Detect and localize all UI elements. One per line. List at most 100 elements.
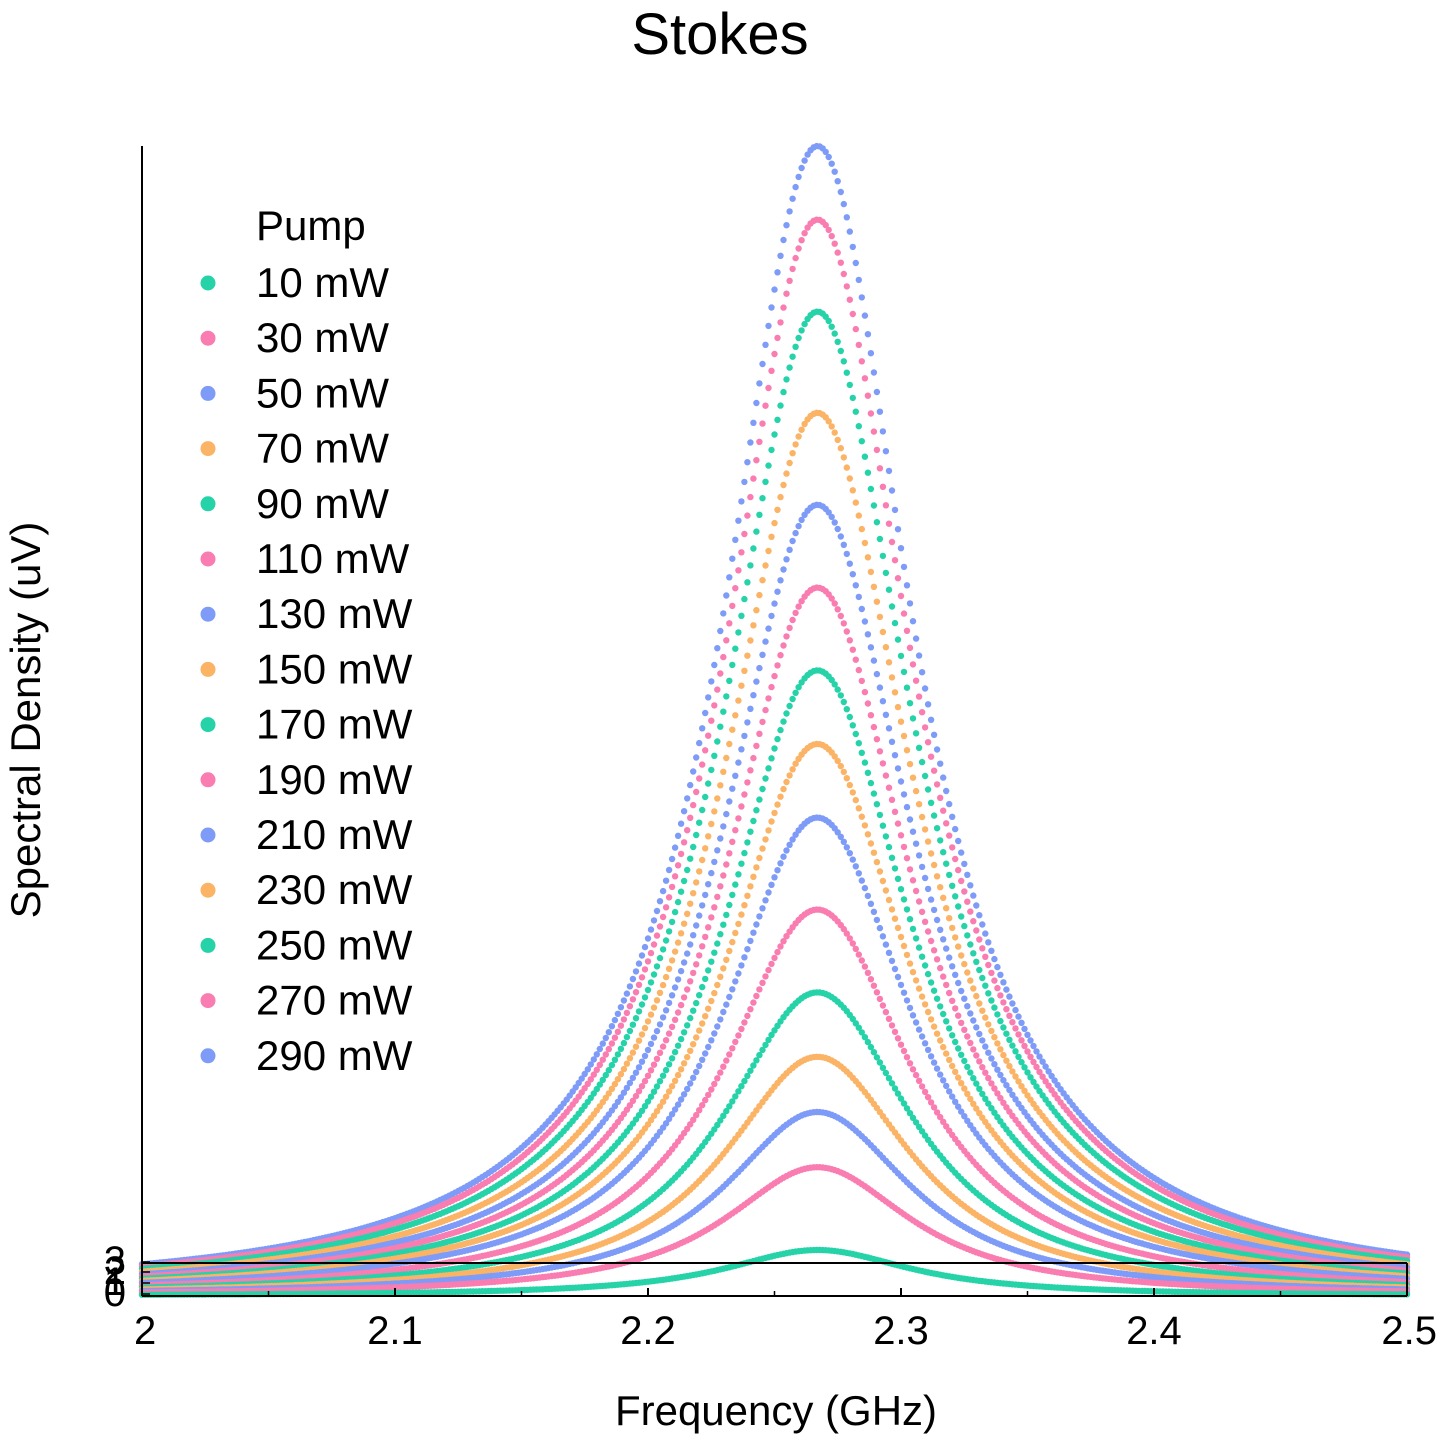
data-point [641, 994, 649, 1001]
data-point [940, 1118, 947, 1126]
data-point [693, 1111, 700, 1119]
data-point [677, 930, 685, 937]
data-point [991, 955, 998, 963]
data-point [768, 683, 775, 691]
data-point [726, 1103, 733, 1110]
data-point [690, 932, 697, 939]
data-point [732, 827, 739, 834]
data-point [973, 1105, 980, 1112]
data-point [825, 418, 832, 425]
data-point [732, 645, 739, 652]
data-point [753, 1057, 760, 1064]
data-point [825, 509, 832, 516]
data-point [735, 871, 742, 878]
data-point [870, 502, 878, 509]
data-point [687, 978, 694, 985]
data-point [798, 598, 805, 605]
data-point [937, 760, 944, 767]
data-point [795, 522, 802, 530]
data-point [943, 820, 950, 827]
data-point [699, 725, 706, 732]
data-point [653, 932, 661, 939]
data-point [961, 888, 968, 895]
data-point [738, 860, 745, 867]
data-point [702, 793, 709, 801]
data-point [897, 592, 905, 600]
data-point [837, 188, 844, 196]
data-point [780, 388, 787, 396]
data-point [756, 854, 763, 862]
data-point [665, 965, 673, 972]
data-point [677, 1096, 685, 1103]
data-point [915, 985, 923, 992]
data-point [783, 633, 790, 640]
data-point [924, 701, 932, 708]
data-point [870, 369, 878, 376]
data-point [937, 1037, 944, 1044]
data-point [894, 820, 902, 827]
data-point [777, 860, 784, 867]
data-point [885, 784, 893, 791]
data-point [602, 1071, 609, 1079]
data-point [714, 795, 721, 802]
data-point [680, 808, 688, 815]
data-point [834, 249, 841, 256]
data-point [991, 1034, 998, 1041]
data-point [614, 1051, 622, 1058]
data-point [843, 550, 850, 558]
data-point [732, 772, 739, 779]
data-point [671, 948, 679, 955]
data-point [777, 652, 784, 659]
data-point [891, 506, 899, 514]
data-point [780, 938, 787, 945]
data-point [912, 787, 920, 795]
data-point [777, 943, 784, 950]
data-point [997, 971, 1004, 978]
data-point [912, 935, 920, 942]
data-point [1033, 1083, 1040, 1090]
data-point [711, 904, 718, 911]
data-point [626, 983, 634, 990]
data-point [753, 399, 760, 407]
data-point [801, 230, 808, 237]
data-point [699, 983, 706, 991]
data-point [699, 761, 706, 768]
data-point [771, 431, 778, 438]
data-point [783, 222, 790, 229]
data-point [870, 1049, 878, 1056]
data-point [744, 459, 751, 466]
data-point [864, 700, 872, 707]
data-point [614, 1098, 622, 1106]
data-point [650, 941, 658, 948]
data-point [702, 709, 709, 717]
data-point [927, 799, 935, 806]
data-point [891, 808, 899, 815]
data-point [786, 772, 793, 779]
data-point [1006, 1036, 1013, 1044]
data-point [924, 1008, 932, 1016]
data-point [909, 661, 917, 668]
data-point [714, 940, 721, 947]
data-point [961, 1085, 968, 1092]
data-point [732, 712, 739, 719]
data-point [783, 778, 790, 786]
data-point [762, 341, 769, 348]
data-point [861, 822, 869, 829]
data-point [930, 1023, 938, 1030]
data-point [659, 887, 667, 895]
data-point [693, 999, 700, 1007]
data-point [988, 969, 995, 977]
data-point [903, 1105, 911, 1112]
data-point [988, 1055, 995, 1062]
data-point [741, 667, 748, 674]
data-point [1000, 1099, 1007, 1107]
data-point [768, 881, 775, 888]
data-point [741, 954, 748, 961]
data-point [930, 731, 938, 738]
data-point [708, 914, 715, 921]
data-point [608, 1022, 616, 1030]
data-point [858, 294, 865, 301]
data-point [921, 826, 929, 833]
data-point [687, 900, 694, 907]
data-point [873, 916, 881, 924]
